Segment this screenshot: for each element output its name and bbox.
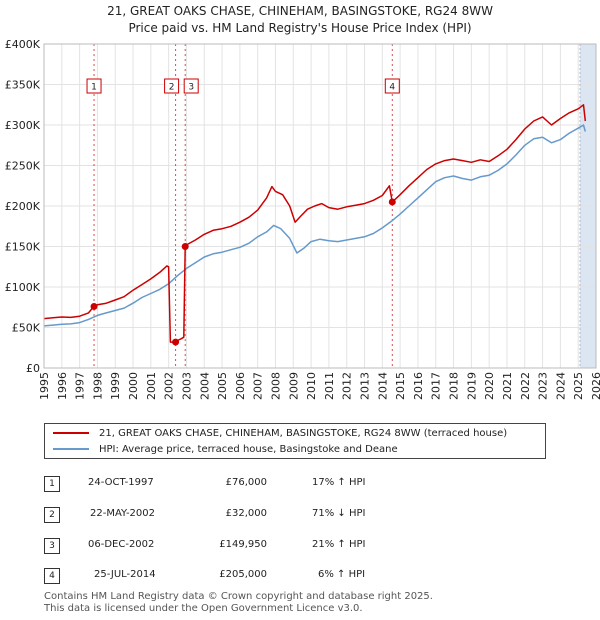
x-tick-label: 2005 [216,372,229,400]
x-tick-label: 2008 [269,372,282,400]
x-tick-label: 1999 [109,372,122,400]
x-tick-label: 1996 [56,372,69,400]
x-tick-label: 2022 [519,372,532,400]
transaction-hpi-diff: 21% ↑ HPI [312,539,366,550]
transaction-price: £149,950 [219,539,267,550]
x-tick-label: 1998 [91,372,104,400]
y-tick-label: £150K [5,241,41,254]
marker-box-3 [183,78,199,94]
legend-swatch-hpi [53,448,89,450]
table-row: 2 22-MAY-2002 £32,000 71% ↓ HPI [0,507,600,529]
x-tick-label: 2014 [376,372,389,400]
chart-subtitle: Price paid vs. HM Land Registry's House … [128,21,472,35]
x-tick-label: 2015 [394,372,407,400]
y-tick-label: £400K [5,38,41,51]
plot-border [43,43,597,369]
transaction-price: £76,000 [225,477,267,488]
x-tick-label: 2016 [412,372,425,400]
table-row: 3 06-DEC-2002 £149,950 21% ↑ HPI [0,538,600,560]
table-row: 1 24-OCT-1997 £76,000 17% ↑ HPI [0,476,600,498]
table-row: 4 25-JUL-2014 £205,000 6% ↑ HPI [0,568,600,590]
transaction-date: 06-DEC-2002 [88,539,155,550]
x-tick-label: 2019 [465,372,478,400]
chart-title: 21, GREAT OAKS CHASE, CHINEHAM, BASINGST… [107,4,493,18]
y-tick-label: £0 [26,362,40,375]
y-tick-label: £350K [5,79,41,92]
x-tick-label: 2013 [359,372,372,400]
transaction-date: 24-OCT-1997 [88,477,154,488]
x-tick-label: 1995 [38,372,51,400]
property-line [43,104,587,343]
x-tick-label: 2012 [341,372,354,400]
sale-point-4 [388,198,396,206]
transaction-date: 22-MAY-2002 [90,508,156,519]
x-tick-label: 2003 [180,372,193,400]
x-tick-label: 2020 [483,372,496,400]
transaction-date: 25-JUL-2014 [94,569,156,580]
legend-item-property: 21, GREAT OAKS CHASE, CHINEHAM, BASINGST… [53,427,507,441]
marker-badge: 3 [44,538,60,554]
x-tick-label: 2007 [252,372,265,400]
footer-licence: This data is licensed under the Open Gov… [44,603,363,614]
marker-box-4 [384,78,400,94]
transaction-hpi-diff: 17% ↑ HPI [312,477,366,488]
transaction-price: £32,000 [225,508,267,519]
x-tick-label: 2018 [448,372,461,400]
x-tick-label: 1997 [74,372,87,400]
y-tick-label: £100K [5,281,41,294]
x-tick-label: 2026 [590,372,600,400]
marker-box-2 [164,78,180,94]
marker-box-1 [86,78,102,94]
y-tick-label: £200K [5,200,41,213]
x-tick-label: 2000 [127,372,140,400]
transaction-hpi-diff: 6% ↑ HPI [318,569,366,580]
legend: 21, GREAT OAKS CHASE, CHINEHAM, BASINGST… [44,423,546,459]
marker-label-1: 1 [91,83,97,93]
legend-label-hpi: HPI: Average price, terraced house, Basi… [99,444,398,455]
marker-label-4: 4 [389,83,395,93]
marker-badge: 4 [44,568,60,584]
y-tick-label: £50K [12,322,41,335]
sale-point-3 [181,243,189,251]
x-tick-label: 2001 [145,372,158,400]
x-tick-label: 2017 [430,372,443,400]
marker-label-3: 3 [188,83,194,93]
transaction-price: £205,000 [219,569,267,580]
x-tick-label: 2025 [572,372,585,400]
legend-label-property: 21, GREAT OAKS CHASE, CHINEHAM, BASINGST… [99,428,508,439]
legend-swatch-property [53,432,89,434]
marker-badge: 1 [44,476,60,492]
x-tick-label: 2006 [234,372,247,400]
sale-point-2 [172,338,180,346]
y-tick-label: £250K [5,160,41,173]
y-tick-label: £300K [5,119,41,132]
transaction-hpi-diff: 71% ↓ HPI [312,508,366,519]
x-tick-label: 2009 [287,372,300,400]
x-tick-label: 2024 [554,372,567,400]
x-tick-label: 2010 [305,372,318,400]
legend-item-hpi: HPI: Average price, terraced house, Basi… [53,443,398,457]
x-tick-label: 2004 [198,372,211,400]
price-chart: £0 £50K £100K £150K £200K £250K £300K £350K £400… [5,38,600,400]
x-tick-label: 2011 [323,372,336,400]
footer-copyright: Contains HM Land Registry data © Crown c… [44,591,433,602]
hpi-line [43,124,587,327]
marker-label-2: 2 [169,83,175,93]
marker-badge: 2 [44,507,60,523]
sale-point-1 [90,302,98,310]
x-tick-label: 2023 [537,372,550,400]
x-tick-label: 2002 [163,372,176,400]
x-tick-label: 2021 [501,372,514,400]
